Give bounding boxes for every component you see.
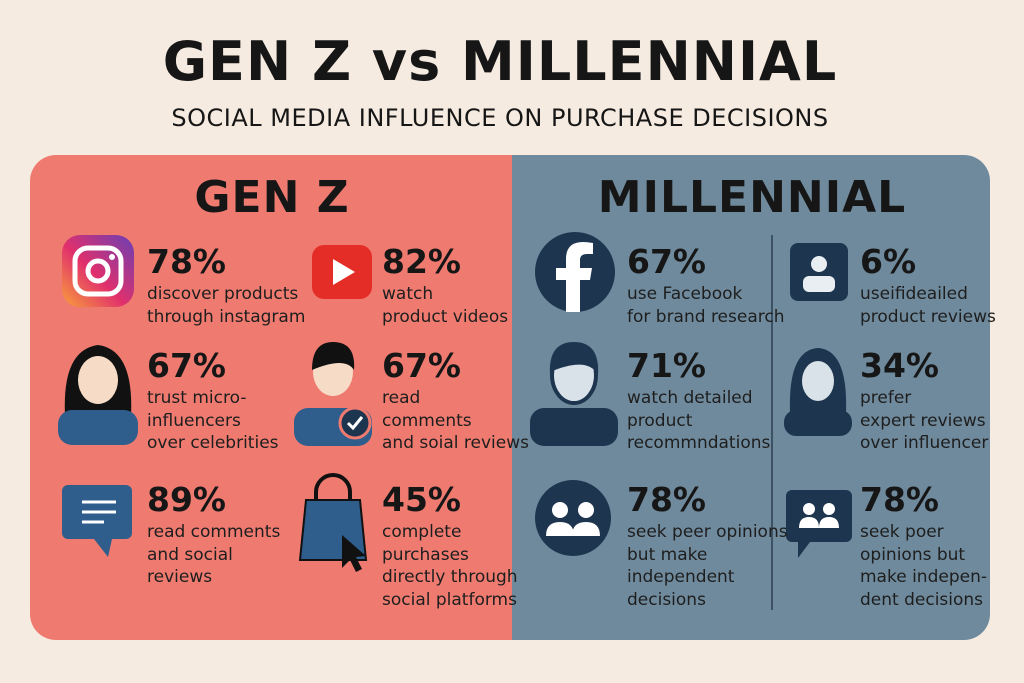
stat-description: and social [147,544,233,565]
stat-description: prefer [860,388,912,408]
panel-title: GEN Z [194,172,350,223]
stat-description: social platforms [382,589,517,610]
stat-description: useifideailed [860,284,968,304]
stat-description: dent decisions [860,589,984,610]
stat-description: complete [382,522,462,542]
stat: 78% [860,480,939,519]
stat-description: over influencer [860,433,989,453]
stat: 6% [860,242,917,281]
subtitle: SOCIAL MEDIA INFLUENCE ON PURCHASE DECIS… [171,104,829,132]
stat: 78% [627,480,706,519]
stat-description: decisions [627,589,706,610]
stat-description: purchases [382,544,469,565]
facebook-icon [535,232,615,312]
stat: 67% [382,346,461,385]
shopping-bag-icon [298,473,368,572]
person-icon [58,345,138,445]
stat-description: read [382,388,421,408]
stat-description: use Facebook [627,284,743,304]
stat-description: over celebrities [147,433,279,453]
stat-description: discover products [147,284,299,304]
stat-description: independent [627,567,735,587]
title: GEN Z vs MILLENNIAL [162,30,838,93]
stat: 45% [382,480,461,519]
stat-description: expert reviews [860,410,986,431]
stat-description: watch [382,284,434,304]
stat: 34% [860,346,939,385]
stat-description: seek peer opinions [627,522,788,542]
profile-icon [790,243,848,301]
stat-description: seek poer [860,522,944,542]
person-icon [530,342,618,446]
stat-description: reviews [147,567,213,587]
stat-description: directly through [382,567,518,587]
person-check-icon [294,342,372,446]
stat-description: trust micro- [147,388,247,408]
instagram-icon [62,235,134,307]
chat-icon [62,485,132,557]
youtube-icon [312,245,372,299]
stat-description: product [627,410,693,431]
stat-description: read comments [147,522,281,542]
stat-description: and soial reviews [382,433,529,453]
group-chat-icon [786,490,852,558]
stat: 67% [627,242,706,281]
stat-description: influencers [147,410,241,431]
stat-description: product videos [382,306,509,327]
stat-description: for brand research [627,306,785,327]
stat-description: but make [627,544,708,565]
stat: 67% [147,346,226,385]
stat: 71% [627,346,706,385]
stat-description: make indepen- [860,567,987,587]
stat: 82% [382,242,461,281]
person-icon [784,348,852,436]
stat-description: product reviews [860,306,996,327]
stat: 89% [147,480,226,519]
stat: 78% [147,242,226,281]
stat-description: watch detailed [627,388,753,408]
panel-title: MILLENNIAL [597,172,907,223]
stat-description: recommndations [627,433,771,453]
stat-description: opinions but [860,544,966,565]
group-icon [535,480,611,556]
stat-description: comments [382,410,472,431]
stat-description: through instagram [147,306,306,327]
